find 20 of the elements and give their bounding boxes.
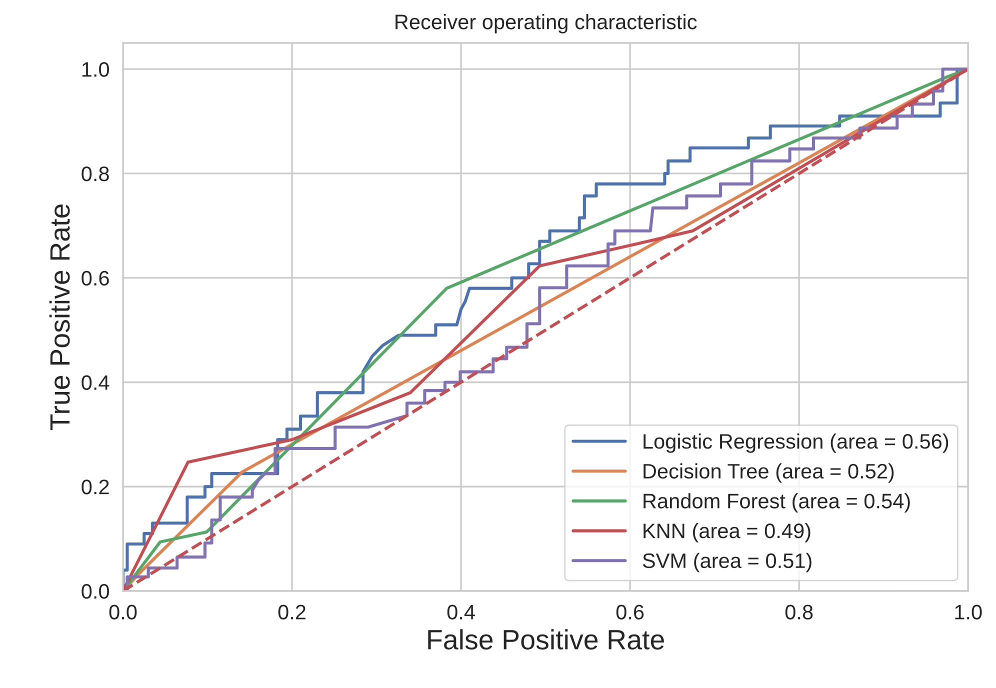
x-tick-label: 0.0 [109,604,137,620]
chart-title: Receiver operating characteristic [396,14,697,34]
legend-label: KNN (area = 0.49) [644,522,810,542]
legend-label: Random Forest (area = 0.54) [644,493,910,513]
y-tick-label: 0.4 [82,375,110,390]
y-tick-label: 1.0 [82,62,109,77]
y-tick-label: 0.8 [82,166,109,182]
y-tick-label: 0.2 [82,480,109,494]
legend-label: Logistic Regression (area = 0.56) [644,433,948,453]
x-tick-label: 1.0 [955,604,982,620]
legend-label: Decision Tree (area = 0.52) [644,463,894,483]
x-tick-label: 0.6 [616,604,644,620]
y-axis-title: True Positive Rate [49,204,70,430]
x-tick-label: 0.4 [447,604,475,620]
legend-label: SVM (area = 0.51) [642,552,812,572]
y-tick-label: 0.6 [82,270,109,286]
x-tick-label: 0.8 [785,604,813,620]
x-tick-label: 0.2 [278,604,306,620]
y-tick-label: 0.0 [82,584,109,599]
x-axis-title: False Positive Rate [428,629,664,650]
